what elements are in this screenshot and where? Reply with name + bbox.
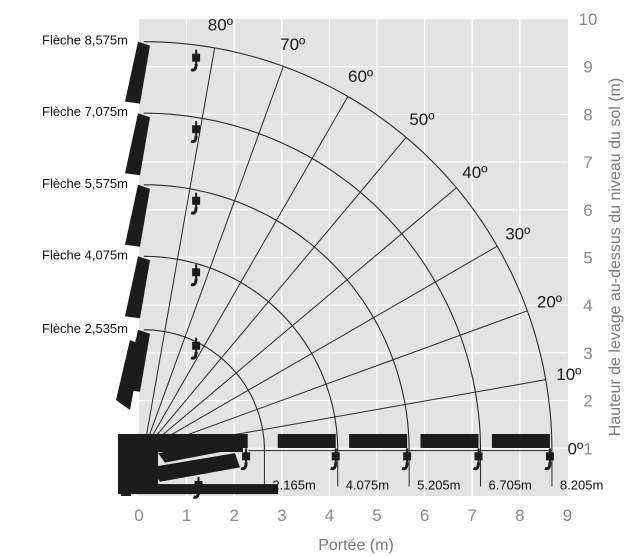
axis-ticks: 0 1 2 3 4 5 6 7 8 9 1 2 3 4 5 6 7 8 9 10 [134,10,597,525]
boom-range-arc [143,41,553,451]
hook-icon [192,490,200,499]
hook-block [194,480,203,489]
angle-line [149,245,498,448]
boom-tip [241,433,248,448]
hook-icon [190,206,198,215]
reach-label: 4.075m [346,477,389,492]
y-tick-label: 1 [583,439,592,458]
angle-line [145,66,284,445]
x-tick-label: 4 [325,506,334,525]
reach-label: 2.165m [272,477,315,492]
angle-label: 40º [462,163,487,182]
hook-icon [240,462,248,471]
hook-block [403,452,412,461]
lowest-boom-arm [116,340,142,410]
boom-range-arc [143,112,482,451]
crane-arm-strut [158,438,240,463]
y-tick-label: 9 [583,58,592,77]
hook-icon [190,135,198,144]
angle-line [147,137,407,446]
y-tick-label: 7 [583,153,592,172]
vertical-boom [125,256,150,319]
angle-label: 0º [568,440,584,459]
x-tick-label: 6 [420,506,429,525]
boom-range-arc [143,255,339,451]
vertical-boom [125,113,150,176]
hook-block [474,452,483,461]
angle-label: 70º [280,35,305,54]
boom-range-arc [143,184,410,451]
horizontal-boom [277,433,336,448]
y-tick-label: 8 [583,105,592,124]
angle-line [146,96,349,445]
angle-line [148,187,457,447]
boom-length-label: Flèche 7,075m [42,104,128,119]
angle-label: 20º [537,292,562,311]
x-tick-label: 8 [515,506,524,525]
angle-line [144,47,216,444]
crane-lower-arm [150,453,240,482]
hook-block [192,125,201,134]
x-tick-label: 5 [372,506,381,525]
horizontal-boom [420,433,479,448]
x-tick-label: 9 [563,506,572,525]
y-tick-label: 10 [579,10,598,29]
hook-icon [472,462,481,471]
y-axis-title: Hauteur de levage au-dessus du niveau du… [607,78,624,436]
reach-label: 6.705m [489,477,532,492]
hook-icon [401,462,409,471]
hook-icon [190,351,198,360]
y-tick-label: 4 [583,296,592,315]
y-tick-label: 2 [583,392,592,411]
x-tick-label: 3 [277,506,286,525]
crane-wheel [121,486,131,496]
boom-length-label: Flèche 5,575m [42,176,128,191]
boom-range-arc [143,329,265,451]
angle-label: 60º [348,67,373,86]
vertical-boom [125,41,150,104]
hook-block [192,268,201,277]
vertical-boom [125,184,150,247]
boom-length-label: Flèche 8,575m [42,33,128,48]
hook-block [545,452,554,461]
boom-length-label: Flèche 2,535m [42,321,128,336]
x-tick-label: 7 [467,506,476,525]
x-tick-label: 2 [229,506,238,525]
boom-length-label: Flèche 4,075m [42,247,128,262]
reach-label: 8.205m [560,477,603,492]
y-tick-label: 6 [583,201,592,220]
hook-block [192,196,201,205]
angle-line [150,310,528,449]
x-tick-label: 0 [134,506,143,525]
y-tick-label: 3 [583,344,592,363]
hook-block [192,341,201,350]
x-tick-label: 1 [182,506,191,525]
hook-icon [190,278,198,287]
angle-label: 80º [208,16,233,35]
angle-label: 50º [409,110,434,129]
angle-label: 30º [505,224,530,243]
hook-block [192,53,201,62]
x-axis-title: Portée (m) [318,537,394,554]
crane-illustration [116,41,554,499]
hook-block [331,452,340,461]
horizontal-boom [491,433,550,448]
hook-icon [330,462,338,471]
angle-label: 10º [556,365,581,384]
chart-labels: 0º 10º 20º 30º 40º 50º 60º 70º 80º Flèche 2,535m F… [42,16,603,493]
hook-block [242,452,251,461]
y-tick-label: 5 [583,249,592,268]
reach-label: 5.205m [417,477,460,492]
hook-icon [190,63,198,72]
hook-icon [544,462,552,471]
horizontal-boom [349,433,408,448]
